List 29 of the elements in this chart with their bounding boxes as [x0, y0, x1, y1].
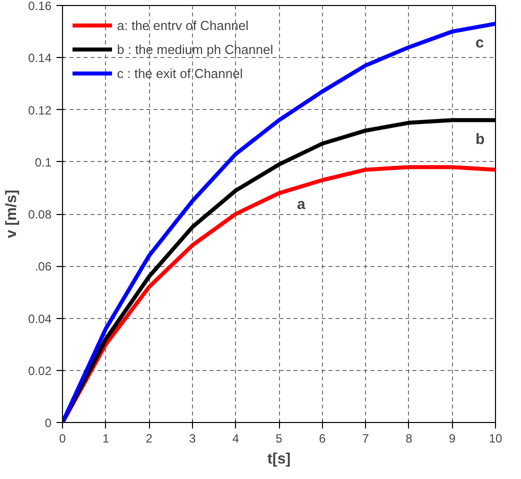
x-axis-title: t[s] [267, 450, 291, 468]
y-tick-label: .06 [34, 260, 52, 274]
y-tick-label: 0.02 [28, 364, 52, 378]
x-tick-label: 5 [276, 432, 283, 446]
x-tick-label: 1 [102, 432, 110, 446]
line-series [62, 22, 496, 422]
x-tick-label: 8 [406, 432, 413, 446]
x-tick-label: 4 [232, 432, 240, 446]
x-tick-label: 7 [362, 432, 370, 446]
x-tick-label: 10 [488, 432, 502, 446]
x-tick-label: 6 [318, 432, 326, 446]
y-tick-label: 0.08 [28, 208, 52, 222]
annotation: a [297, 196, 306, 214]
annotation: b [476, 131, 485, 148]
legend-label: a: the entrv of Channel [117, 18, 249, 32]
y-tick-label: 0.14 [28, 51, 52, 66]
x-tick-label: 0 [59, 432, 66, 446]
y-tick-label: 0.16 [28, 0, 52, 13]
legend-label: c : the exit of Channel [117, 66, 243, 80]
y-tick-label: 0.1 [34, 155, 52, 170]
legend-label: b : the medium ph Channel [117, 42, 274, 56]
y-axis-title: v [m/s] [3, 190, 20, 238]
y-tick-label: 0.04 [28, 312, 52, 326]
y-tick-label: 0.12 [28, 103, 52, 118]
x-tick-label: 2 [146, 432, 153, 446]
x-tick-label: 3 [189, 432, 196, 446]
x-tick-label: 9 [448, 432, 456, 446]
annotation: c [476, 34, 484, 52]
y-tick-label: 0 [44, 416, 52, 430]
